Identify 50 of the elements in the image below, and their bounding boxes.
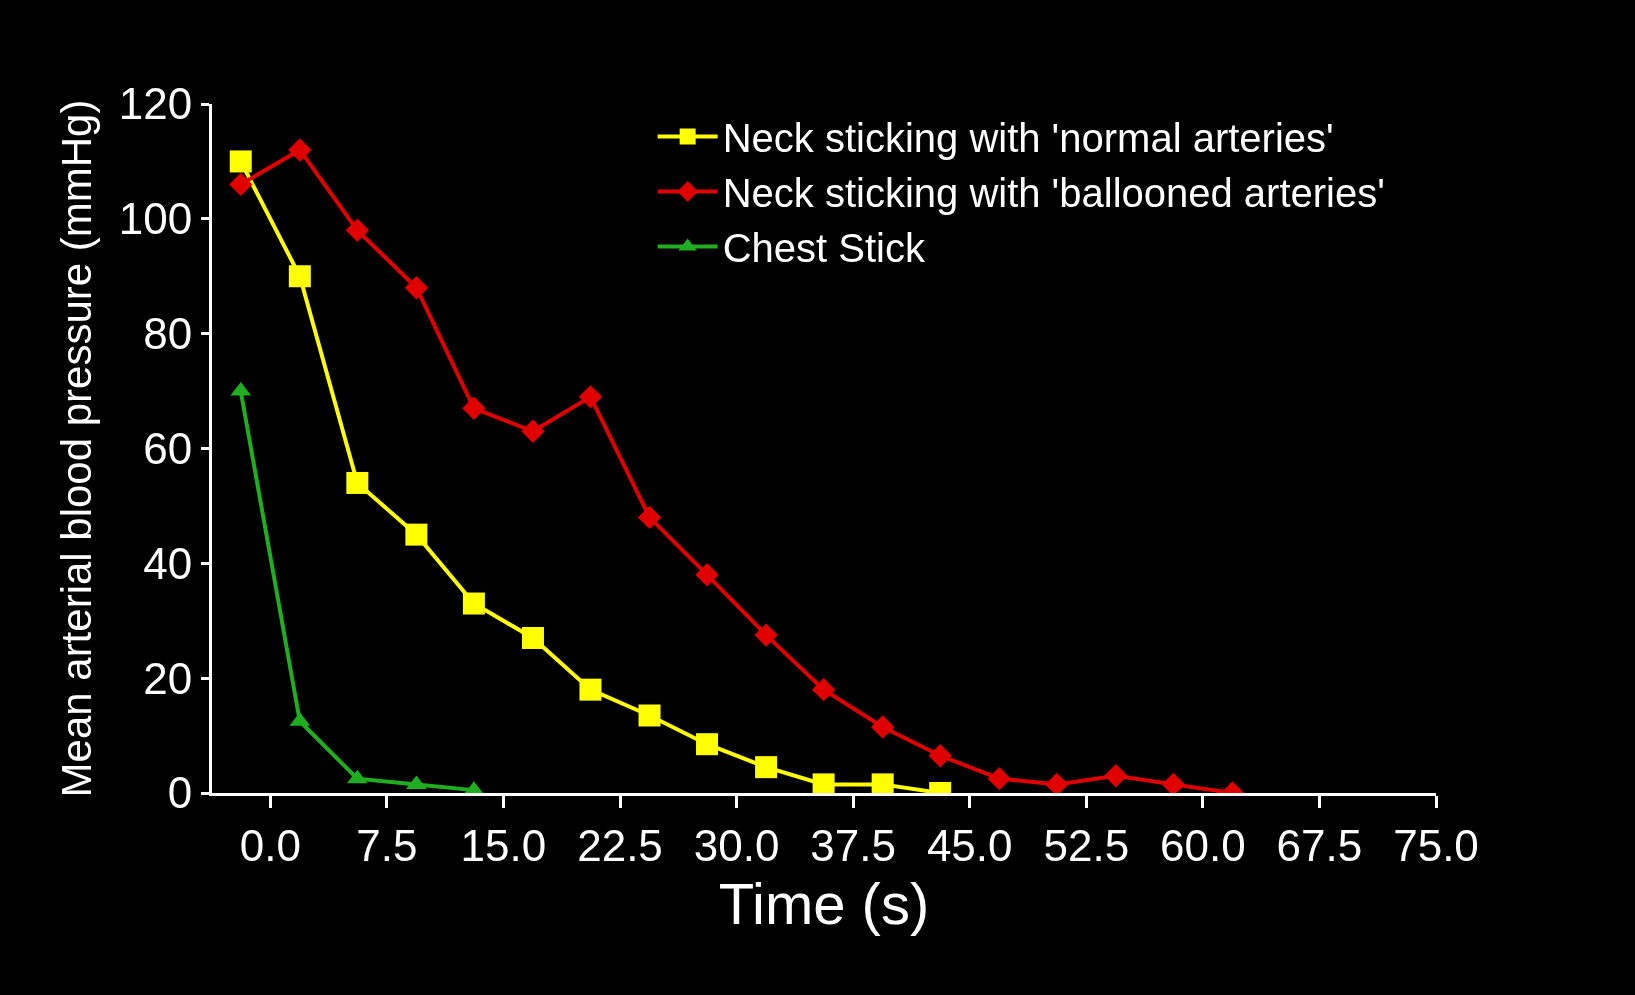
point (229, 172, 253, 197)
point (579, 678, 602, 701)
point (987, 766, 1011, 791)
y-tick-label: 100 (118, 194, 193, 244)
point (578, 385, 603, 409)
x-tick-label: 15.0 (460, 820, 547, 870)
y-axis-title: Mean arterial blood pressure (mmHg) (52, 99, 100, 798)
x-tick-label: 52.5 (1043, 820, 1130, 870)
point (811, 677, 836, 702)
point (870, 715, 895, 739)
point (229, 150, 252, 173)
x-tick-label: 60.0 (1160, 820, 1246, 870)
point (405, 523, 428, 546)
y-tick-label: 80 (143, 309, 193, 359)
point (346, 471, 369, 494)
point (462, 396, 486, 421)
point (755, 756, 778, 779)
y-tick-label: 60 (143, 423, 193, 473)
point (928, 743, 952, 768)
point (521, 626, 544, 649)
point (696, 733, 719, 756)
point (288, 265, 311, 288)
point (638, 704, 661, 727)
legend-label: Neck sticking with 'ballooned arteries' (722, 171, 1385, 216)
x-tick-label: 22.5 (577, 820, 663, 870)
point (521, 419, 545, 443)
point (754, 623, 778, 647)
point (345, 218, 370, 243)
point (871, 773, 894, 793)
x-tick-label: 75.0 (1393, 820, 1479, 870)
y-tick-label: 40 (143, 538, 193, 588)
point (404, 276, 429, 300)
y-tick-label: 120 (118, 79, 193, 129)
point (288, 138, 312, 162)
x-axis-title: Time (s) (718, 870, 930, 936)
x-tick-label: 30.0 (693, 820, 780, 870)
y-tick-label: 20 (143, 653, 193, 703)
y-tick-label: 0 (167, 768, 193, 818)
point (637, 505, 662, 530)
x-tick-label: 45.0 (926, 820, 1013, 870)
x-tick-label: 7.5 (356, 820, 418, 870)
legend-label: Neck sticking with 'normal arteries' (722, 116, 1334, 161)
point (812, 773, 835, 793)
x-tick-label: 67.5 (1276, 820, 1363, 870)
point (695, 563, 719, 587)
point (1104, 764, 1128, 788)
legend-label: Chest Stick (722, 226, 926, 271)
x-tick-label: 37.5 (810, 820, 896, 870)
x-tick-label: 0.0 (239, 820, 301, 870)
point (462, 592, 485, 615)
